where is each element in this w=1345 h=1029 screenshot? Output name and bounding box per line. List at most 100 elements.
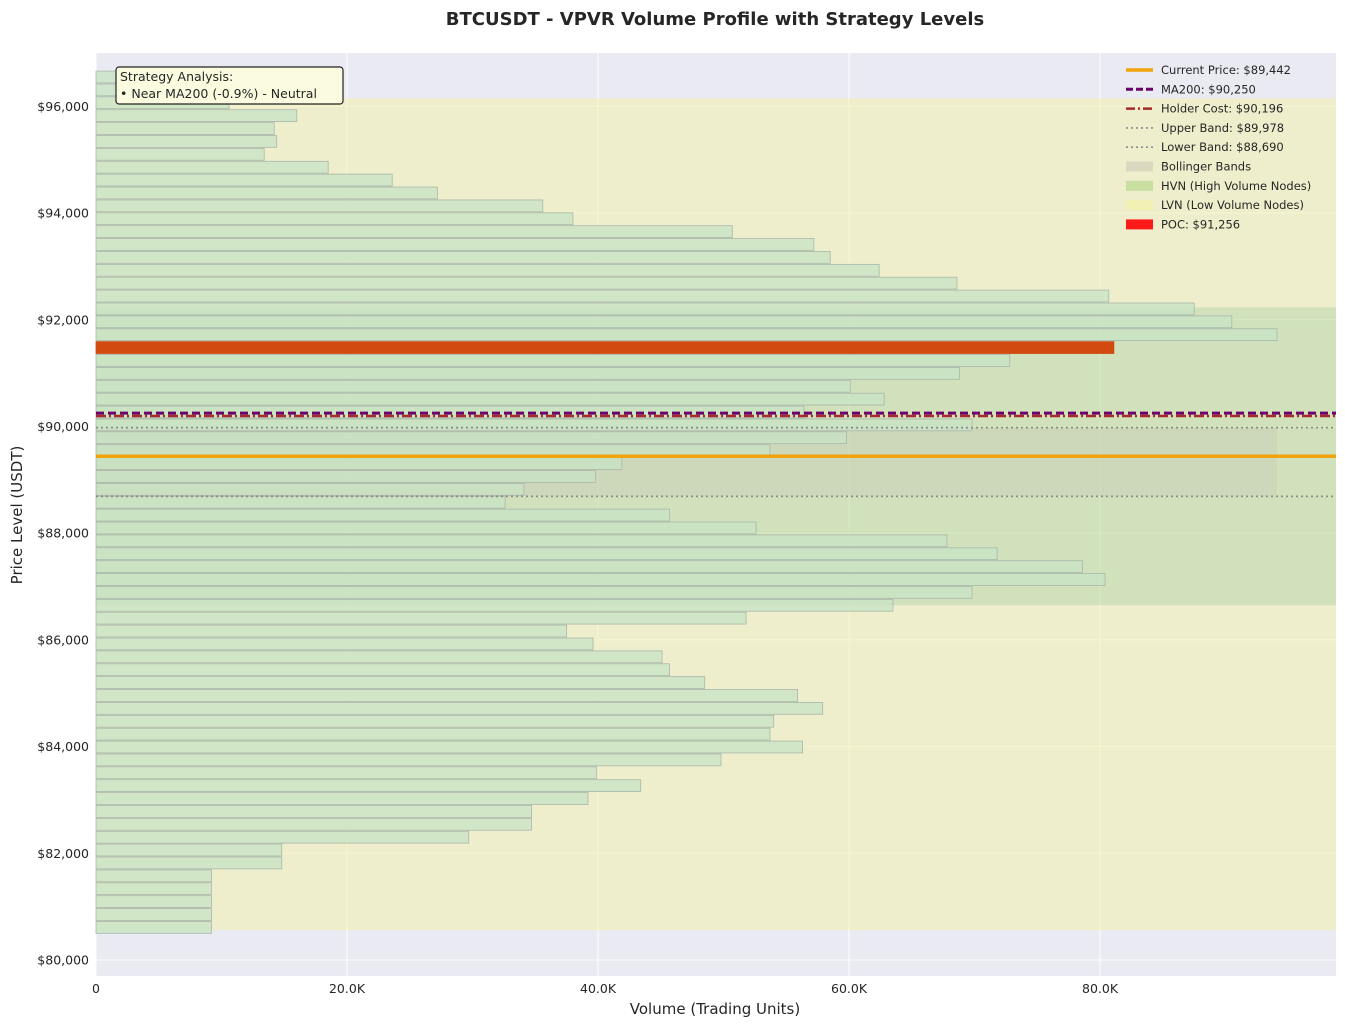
volume-bar bbox=[95, 173, 393, 187]
volume-bar bbox=[95, 135, 278, 148]
volume-bar bbox=[95, 637, 594, 651]
legend-holder-cost: Holder Cost: $90,196 bbox=[1126, 102, 1283, 116]
volume-bar bbox=[95, 779, 642, 792]
volume-bar bbox=[95, 676, 706, 689]
volume-bar bbox=[95, 315, 1233, 329]
volume-bar bbox=[95, 470, 596, 483]
volume-bar bbox=[95, 521, 757, 535]
legend: Current Price: $89,442 MA200: $90,250 Hold… bbox=[1126, 63, 1311, 231]
annotation-title: Strategy Analysis: bbox=[120, 69, 233, 84]
legend-bollinger-label: Bollinger Bands bbox=[1161, 160, 1251, 174]
volume-bar bbox=[95, 418, 973, 432]
legend-ma200: MA200: $90,250 bbox=[1126, 82, 1256, 96]
strategy-annotation: Strategy Analysis: • Near MA200 (-0.9%) … bbox=[115, 66, 344, 105]
volume-bar bbox=[95, 457, 623, 470]
volume-bar bbox=[95, 843, 283, 857]
volume-bar bbox=[95, 328, 1278, 342]
volume-bar bbox=[95, 817, 532, 831]
legend-lvn: LVN (Low Volume Nodes) bbox=[1126, 198, 1304, 212]
volume-bar bbox=[95, 495, 506, 509]
volume-bar bbox=[95, 663, 670, 677]
y-tick-label: $88,000 bbox=[37, 526, 89, 541]
legend-current-price: Current Price: $89,442 bbox=[1126, 63, 1291, 77]
volume-bar bbox=[95, 482, 525, 496]
y-tick-label: $90,000 bbox=[37, 419, 89, 434]
y-tick-label: $80,000 bbox=[37, 952, 89, 967]
volume-bar bbox=[95, 856, 283, 870]
x-tick-label: 80.0K bbox=[1082, 981, 1119, 996]
legend-upper-band: Upper Band: $89,978 bbox=[1126, 121, 1284, 135]
volume-bar bbox=[95, 147, 265, 161]
volume-bar bbox=[95, 534, 948, 548]
volume-bar bbox=[95, 276, 958, 290]
legend-poc-label: POC: $91,256 bbox=[1161, 217, 1240, 231]
volume-bar bbox=[95, 186, 438, 200]
legend-lvn-swatch bbox=[1126, 200, 1153, 211]
y-tick-label: $92,000 bbox=[37, 312, 89, 327]
volume-bar bbox=[95, 431, 847, 445]
volume-bar bbox=[95, 766, 598, 780]
volume-bar bbox=[95, 302, 1195, 316]
volume-bar bbox=[95, 611, 747, 625]
strategy-levels bbox=[96, 411, 1336, 498]
volume-bar bbox=[95, 714, 775, 728]
volume-bar bbox=[95, 547, 998, 561]
y-tick-label: $84,000 bbox=[37, 739, 89, 754]
y-tick-label: $94,000 bbox=[37, 206, 89, 221]
volume-bar bbox=[95, 392, 885, 406]
volume-bar bbox=[95, 586, 973, 599]
legend-lvn-label: LVN (Low Volume Nodes) bbox=[1161, 198, 1304, 212]
volume-bars bbox=[95, 70, 1278, 934]
poc-bar bbox=[95, 341, 1115, 354]
legend-poc-swatch bbox=[1126, 219, 1153, 230]
legend-hvn: HVN (High Volume Nodes) bbox=[1126, 179, 1311, 193]
volume-bar bbox=[95, 624, 568, 638]
y-axis-ticks: $80,000 $82,000 $84,000 $86,000 $88,000 $90,0… bbox=[37, 99, 89, 968]
volume-bar bbox=[95, 508, 670, 522]
volume-bar bbox=[95, 908, 212, 921]
annotation-box bbox=[115, 66, 344, 105]
legend-bollinger: Bollinger Bands bbox=[1126, 160, 1251, 174]
volume-bar bbox=[95, 251, 831, 264]
legend-bollinger-swatch bbox=[1126, 161, 1153, 172]
volume-bar bbox=[95, 379, 851, 393]
volume-bar bbox=[95, 199, 544, 213]
volume-bar bbox=[95, 225, 733, 238]
legend-holder-cost-label: Holder Cost: $90,196 bbox=[1161, 102, 1283, 116]
volume-bar bbox=[95, 109, 298, 122]
legend-current-price-label: Current Price: $89,442 bbox=[1161, 63, 1291, 77]
x-tick-label: 40.0K bbox=[580, 981, 617, 996]
volume-bar bbox=[95, 573, 1106, 586]
volume-bar bbox=[95, 289, 1110, 303]
volume-bar bbox=[95, 792, 589, 805]
volume-bar bbox=[95, 238, 815, 251]
volume-bar bbox=[95, 367, 960, 380]
volume-bar bbox=[95, 650, 663, 664]
volume-bar bbox=[95, 869, 212, 883]
x-axis-ticks: 0 20.0K 40.0K 60.0K 80.0K bbox=[92, 981, 1119, 996]
volume-bar bbox=[95, 702, 824, 715]
x-tick-label: 60.0K bbox=[831, 981, 868, 996]
legend-hvn-swatch bbox=[1126, 180, 1153, 191]
volume-bar bbox=[95, 122, 275, 135]
y-tick-label: $96,000 bbox=[37, 99, 89, 114]
volume-bar bbox=[95, 598, 894, 612]
y-axis-label: Price Level (USDT) bbox=[8, 446, 26, 585]
legend-lower-band-label: Lower Band: $88,690 bbox=[1161, 140, 1284, 154]
annotation-line: • Near MA200 (-0.9%) - Neutral bbox=[120, 86, 317, 101]
volume-bar bbox=[95, 805, 532, 818]
volume-bar bbox=[95, 740, 803, 754]
volume-bar bbox=[95, 689, 798, 702]
legend-ma200-label: MA200: $90,250 bbox=[1161, 82, 1256, 96]
volume-bar bbox=[95, 882, 212, 896]
x-tick-label: 0 bbox=[92, 981, 100, 996]
legend-poc: POC: $91,256 bbox=[1126, 217, 1240, 231]
legend-hvn-label: HVN (High Volume Nodes) bbox=[1161, 179, 1311, 193]
volume-bar bbox=[95, 212, 574, 226]
volume-bar bbox=[95, 830, 470, 844]
y-tick-label: $86,000 bbox=[37, 632, 89, 647]
x-axis-label: Volume (Trading Units) bbox=[630, 1000, 800, 1018]
volume-bar bbox=[95, 895, 212, 908]
chart-title: BTCUSDT - VPVR Volume Profile with Strat… bbox=[446, 9, 984, 30]
volume-bar bbox=[95, 753, 722, 767]
